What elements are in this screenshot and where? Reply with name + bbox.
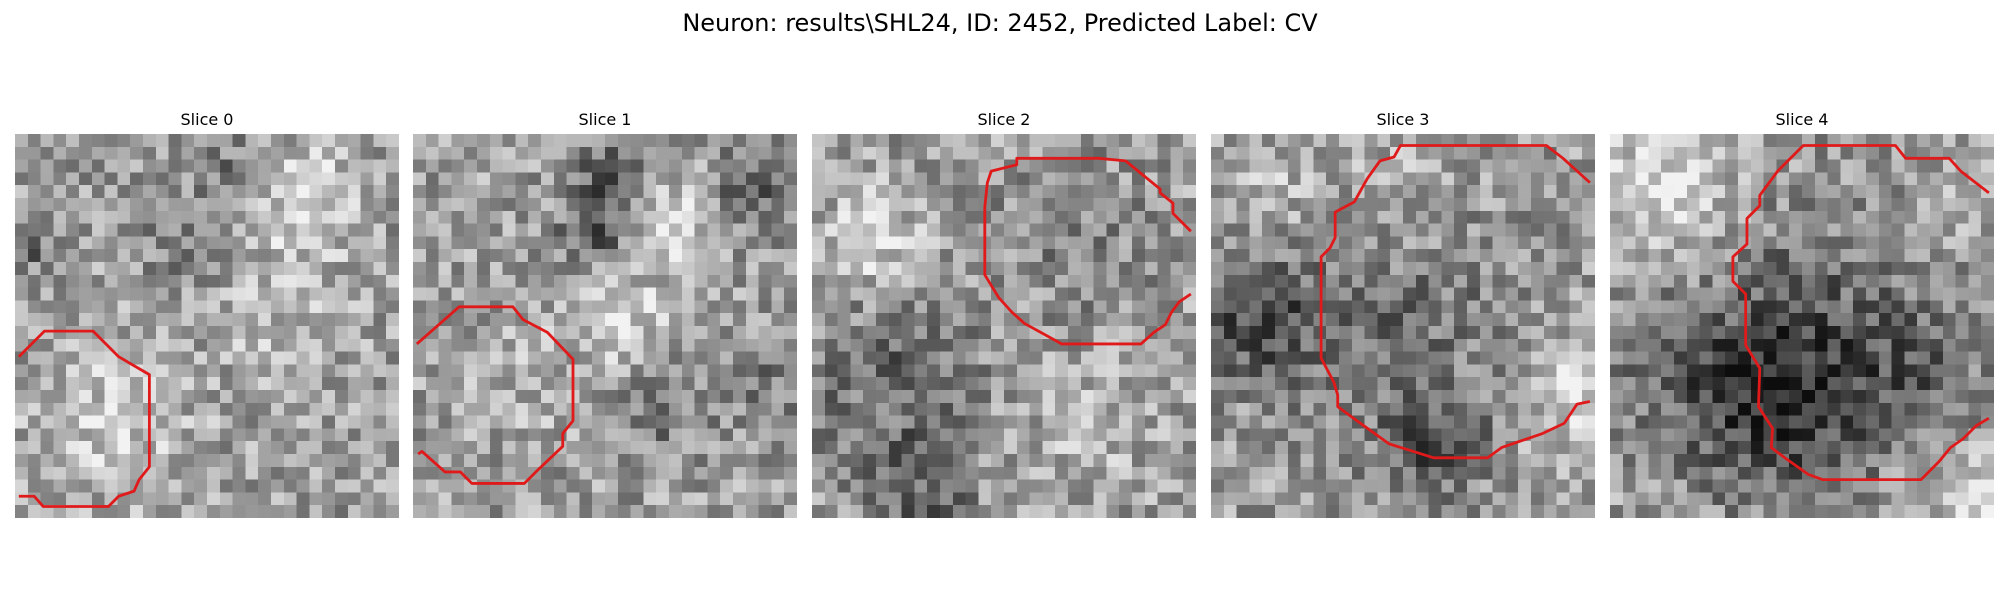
slice-image bbox=[1211, 134, 1595, 518]
contour-line bbox=[1731, 144, 1990, 482]
contour-line bbox=[983, 156, 1192, 346]
contour-line bbox=[415, 305, 575, 485]
slice-panel-1: Slice 1 bbox=[413, 110, 797, 518]
slice-title: Slice 3 bbox=[1376, 110, 1430, 129]
slice-title: Slice 4 bbox=[1775, 110, 1829, 129]
slice-title: Slice 1 bbox=[578, 110, 632, 129]
slice-panel-2: Slice 2 bbox=[812, 110, 1196, 518]
slice-panel-4: Slice 4 bbox=[1610, 110, 1994, 518]
figure-title: Neuron: results\SHL24, ID: 2452, Predict… bbox=[682, 9, 1318, 37]
slice-image bbox=[1610, 134, 1994, 518]
slice-title: Slice 0 bbox=[180, 110, 234, 129]
slice-image bbox=[15, 134, 399, 518]
slice-image bbox=[413, 134, 797, 518]
slice-title: Slice 2 bbox=[977, 110, 1031, 129]
slice-panel-3: Slice 3 bbox=[1211, 110, 1595, 518]
contour-line bbox=[1319, 144, 1591, 460]
contour-line bbox=[17, 329, 151, 508]
slice-image bbox=[812, 134, 1196, 518]
slice-panel-0: Slice 0 bbox=[15, 110, 399, 518]
